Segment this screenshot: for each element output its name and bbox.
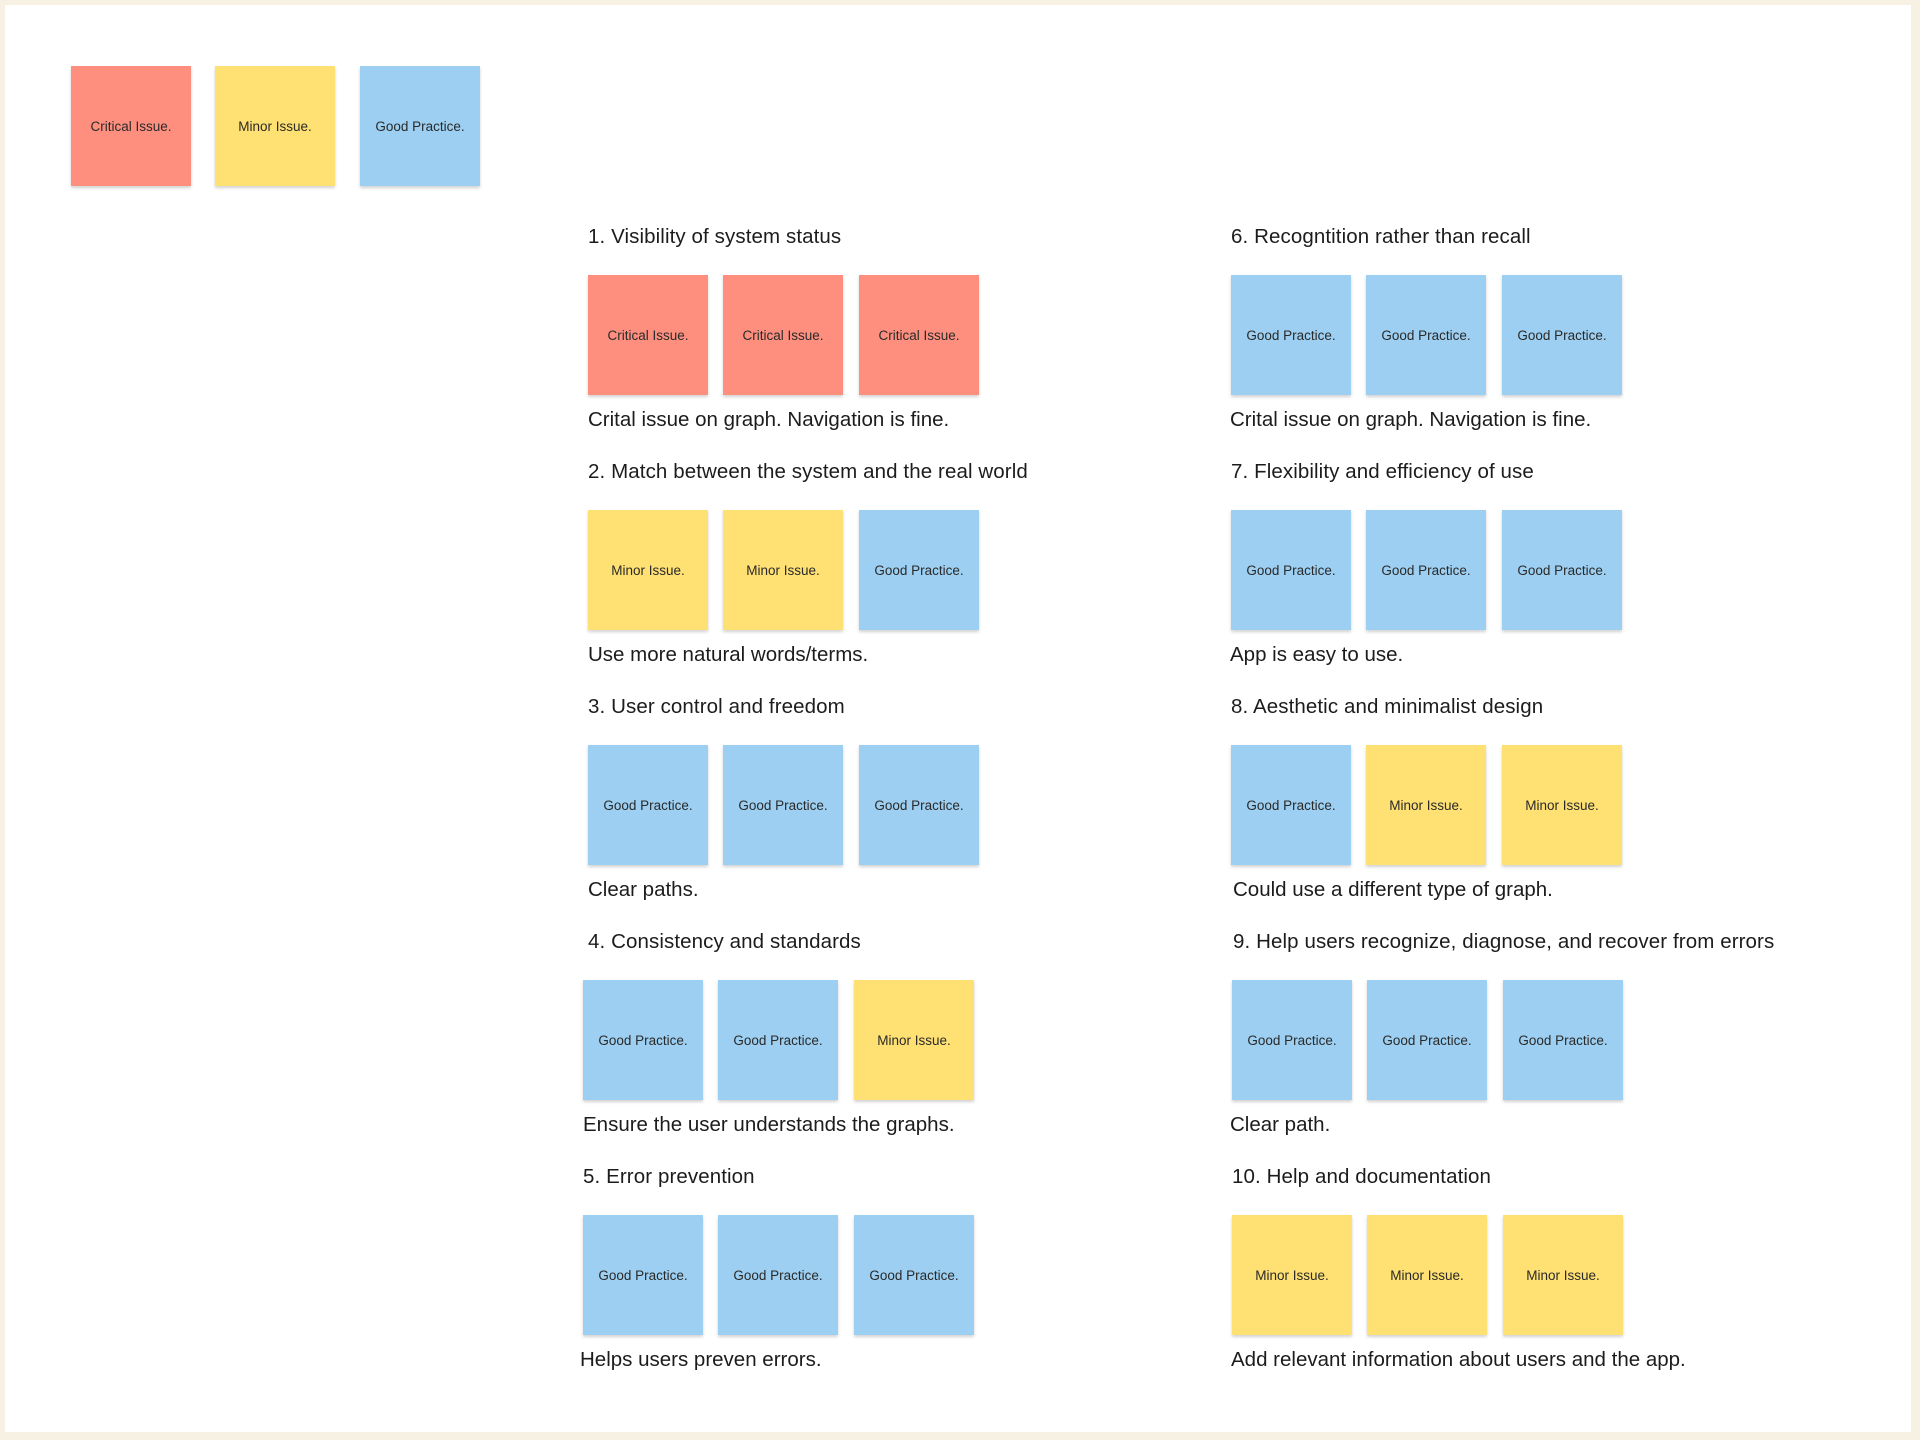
heuristic-5-note-2[interactable]: Good Practice.: [718, 1215, 838, 1335]
heuristic-1-comment: Crital issue on graph. Navigation is fin…: [588, 408, 950, 431]
heuristic-10-note-1[interactable]: Minor Issue.: [1232, 1215, 1352, 1335]
heuristic-5-note-3[interactable]: Good Practice.: [854, 1215, 974, 1335]
heuristic-3-title: 3. User control and freedom: [588, 695, 845, 718]
note-label: Minor Issue.: [238, 118, 312, 134]
note-label: Minor Issue.: [611, 562, 685, 578]
heuristic-6-comment: Crital issue on graph. Navigation is fin…: [1230, 408, 1592, 431]
heuristic-1-title: 1. Visibility of system status: [588, 225, 842, 248]
note-label: Good Practice.: [1246, 797, 1336, 813]
note-label: Good Practice.: [1517, 327, 1607, 343]
note-label: Good Practice.: [598, 1032, 688, 1048]
heuristic-3-note-2[interactable]: Good Practice.: [723, 745, 843, 865]
note-label: Critical Issue.: [90, 118, 172, 134]
heuristic-7-comment: App is easy to use.: [1230, 643, 1404, 666]
heuristic-4-note-2[interactable]: Good Practice.: [718, 980, 838, 1100]
whiteboard-canvas: Critical Issue. Minor Issue. Good Practi…: [5, 5, 1911, 1432]
legend-critical-note[interactable]: Critical Issue.: [71, 66, 191, 186]
heuristic-9-comment: Clear path.: [1230, 1113, 1331, 1136]
heuristic-2-note-2[interactable]: Minor Issue.: [723, 510, 843, 630]
heuristic-10-title: 10. Help and documentation: [1232, 1165, 1492, 1188]
note-label: Critical Issue.: [878, 327, 960, 343]
heuristic-9-note-1[interactable]: Good Practice.: [1232, 980, 1352, 1100]
heuristic-7-title: 7. Flexibility and efficiency of use: [1231, 460, 1534, 483]
note-label: Good Practice.: [375, 118, 465, 134]
note-label: Good Practice.: [733, 1032, 823, 1048]
heuristic-5-note-1[interactable]: Good Practice.: [583, 1215, 703, 1335]
heuristic-4-note-1[interactable]: Good Practice.: [583, 980, 703, 1100]
heuristic-2-comment: Use more natural words/terms.: [588, 643, 869, 666]
heuristic-2-title: 2. Match between the system and the real…: [588, 460, 1028, 483]
heuristic-6-note-3[interactable]: Good Practice.: [1502, 275, 1622, 395]
note-label: Good Practice.: [1247, 1032, 1337, 1048]
note-label: Critical Issue.: [607, 327, 689, 343]
heuristic-7-note-1[interactable]: Good Practice.: [1231, 510, 1351, 630]
note-label: Good Practice.: [874, 562, 964, 578]
note-label: Good Practice.: [603, 797, 693, 813]
note-label: Good Practice.: [1517, 562, 1607, 578]
heuristic-6-note-1[interactable]: Good Practice.: [1231, 275, 1351, 395]
heuristic-10-comment: Add relevant information about users and…: [1231, 1348, 1686, 1371]
heuristic-8-title: 8. Aesthetic and minimalist design: [1231, 695, 1544, 718]
heuristic-8-note-3[interactable]: Minor Issue.: [1502, 745, 1622, 865]
note-label: Good Practice.: [738, 797, 828, 813]
note-label: Good Practice.: [1518, 1032, 1608, 1048]
heuristic-10-note-3[interactable]: Minor Issue.: [1503, 1215, 1623, 1335]
heuristic-1-note-3[interactable]: Critical Issue.: [859, 275, 979, 395]
note-label: Good Practice.: [1382, 1032, 1472, 1048]
legend-good-note[interactable]: Good Practice.: [360, 66, 480, 186]
note-label: Minor Issue.: [1525, 797, 1599, 813]
heuristic-2-note-1[interactable]: Minor Issue.: [588, 510, 708, 630]
heuristic-9-note-2[interactable]: Good Practice.: [1367, 980, 1487, 1100]
heuristic-3-note-1[interactable]: Good Practice.: [588, 745, 708, 865]
heuristic-3-note-3[interactable]: Good Practice.: [859, 745, 979, 865]
note-label: Good Practice.: [733, 1267, 823, 1283]
heuristic-7-note-2[interactable]: Good Practice.: [1366, 510, 1486, 630]
heuristic-10-note-2[interactable]: Minor Issue.: [1367, 1215, 1487, 1335]
note-label: Minor Issue.: [877, 1032, 951, 1048]
heuristic-9-title: 9. Help users recognize, diagnose, and r…: [1233, 930, 1775, 953]
note-label: Good Practice.: [869, 1267, 959, 1283]
heuristic-3-comment: Clear paths.: [588, 878, 699, 901]
note-label: Good Practice.: [1381, 562, 1471, 578]
note-label: Minor Issue.: [1255, 1267, 1329, 1283]
note-label: Good Practice.: [1246, 562, 1336, 578]
note-label: Good Practice.: [1246, 327, 1336, 343]
legend-minor-note[interactable]: Minor Issue.: [215, 66, 335, 186]
note-label: Minor Issue.: [1526, 1267, 1600, 1283]
note-label: Critical Issue.: [742, 327, 824, 343]
heuristic-5-comment: Helps users preven errors.: [580, 1348, 822, 1371]
note-label: Good Practice.: [598, 1267, 688, 1283]
heuristic-9-note-3[interactable]: Good Practice.: [1503, 980, 1623, 1100]
heuristic-8-note-1[interactable]: Good Practice.: [1231, 745, 1351, 865]
heuristic-8-comment: Could use a different type of graph.: [1233, 878, 1553, 901]
heuristic-4-comment: Ensure the user understands the graphs.: [583, 1113, 955, 1136]
heuristic-6-title: 6. Recogntition rather than recall: [1231, 225, 1531, 248]
heuristic-7-note-3[interactable]: Good Practice.: [1502, 510, 1622, 630]
heuristic-8-note-2[interactable]: Minor Issue.: [1366, 745, 1486, 865]
heuristic-6-note-2[interactable]: Good Practice.: [1366, 275, 1486, 395]
heuristic-4-note-3[interactable]: Minor Issue.: [854, 980, 974, 1100]
note-label: Good Practice.: [1381, 327, 1471, 343]
heuristic-5-title: 5. Error prevention: [583, 1165, 755, 1188]
heuristic-1-note-1[interactable]: Critical Issue.: [588, 275, 708, 395]
note-label: Minor Issue.: [1390, 1267, 1464, 1283]
note-label: Minor Issue.: [1389, 797, 1463, 813]
heuristic-1-note-2[interactable]: Critical Issue.: [723, 275, 843, 395]
heuristic-2-note-3[interactable]: Good Practice.: [859, 510, 979, 630]
note-label: Minor Issue.: [746, 562, 820, 578]
note-label: Good Practice.: [874, 797, 964, 813]
heuristic-4-title: 4. Consistency and standards: [588, 930, 861, 953]
